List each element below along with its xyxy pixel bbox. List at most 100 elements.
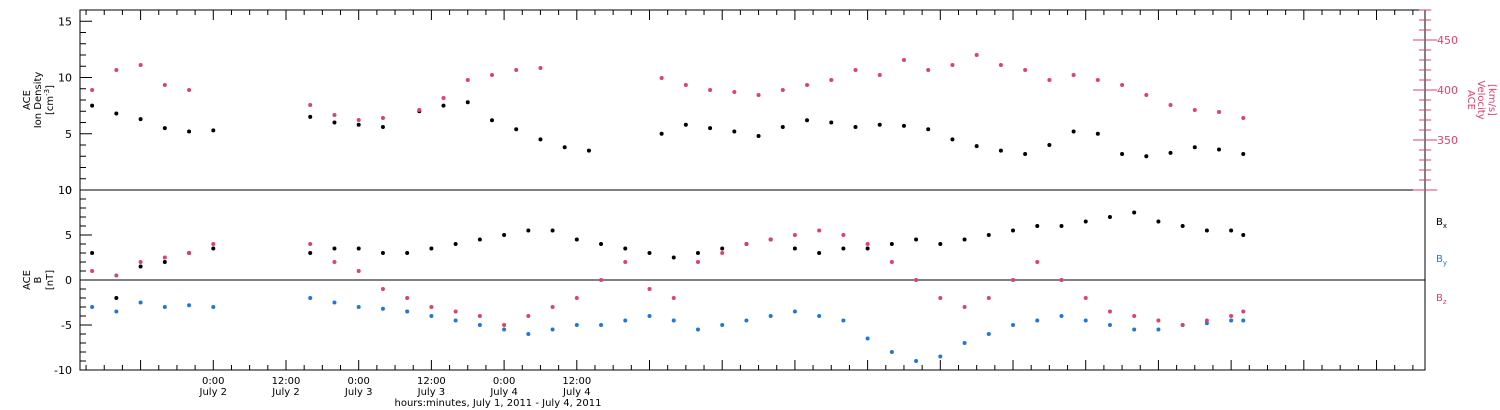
by-point [380, 306, 385, 311]
by-point [1229, 318, 1234, 323]
by-point [308, 296, 313, 300]
by-point [744, 318, 749, 323]
by-point [841, 318, 846, 323]
velocity-point [901, 58, 906, 62]
by-point [550, 327, 555, 332]
velocity-point [1120, 83, 1125, 87]
bz-point [986, 296, 991, 300]
field-ylabel-ace: ACE [22, 270, 33, 290]
velocity-point [732, 90, 737, 94]
density-point [356, 122, 361, 127]
density-tick-label: 0 [65, 184, 72, 197]
by-point [1083, 318, 1088, 323]
density-point [162, 126, 167, 131]
bz-point [720, 251, 725, 255]
density-point [805, 118, 810, 123]
bz-point [865, 242, 870, 246]
density-point [1023, 152, 1028, 156]
by-point [429, 314, 434, 318]
velocity-tick-label: 450 [1437, 34, 1458, 47]
density-point [465, 100, 470, 105]
bz-point [744, 242, 749, 246]
velocity-point [308, 103, 313, 107]
bz-point [405, 296, 410, 300]
x-tick-time: 0:00 [202, 376, 224, 387]
velocity-point [356, 118, 361, 122]
bz-point [623, 260, 628, 264]
velocity-point [659, 76, 664, 80]
by-point [1011, 323, 1016, 327]
bz-point [211, 242, 216, 246]
bz-point [1241, 309, 1246, 314]
velocity-point [417, 108, 422, 112]
legend-bz: Bz [1436, 293, 1447, 306]
by-point [914, 359, 919, 363]
by-point [453, 318, 458, 323]
density-point [538, 137, 543, 142]
field-tick-label: 0 [65, 274, 72, 287]
density-point [90, 103, 95, 108]
by-point [623, 318, 628, 323]
density-point [829, 120, 834, 125]
density-unit-exp: -3 [43, 89, 51, 96]
by-point [574, 323, 579, 327]
density-point [586, 148, 591, 153]
density-point [308, 114, 313, 119]
velocity-point [538, 66, 543, 70]
bz-point [647, 287, 652, 291]
bx-point [1011, 228, 1016, 233]
by-point [671, 318, 676, 323]
velocity-point [441, 96, 446, 100]
density-point [138, 117, 143, 122]
bx-point [114, 296, 119, 300]
velocity-point [187, 88, 192, 92]
legend-bx-sub: x [1443, 222, 1447, 230]
density-point [683, 122, 688, 127]
by-point [768, 314, 773, 318]
x-tick-time: 12:00 [272, 376, 301, 387]
bx-point [526, 228, 531, 233]
velocity-point [1168, 103, 1173, 107]
bz-point [1059, 278, 1064, 282]
by-point [356, 305, 361, 309]
bx-point [453, 242, 458, 246]
velocity-point [1071, 73, 1076, 77]
bx-point [841, 246, 846, 251]
by-point [187, 303, 192, 308]
bx-point [792, 246, 797, 251]
by-point [865, 336, 870, 341]
by-point [986, 332, 991, 336]
bz-point [817, 228, 822, 233]
bx-point [356, 246, 361, 251]
bz-point [599, 278, 604, 282]
bx-point [647, 251, 652, 255]
bx-point [1083, 219, 1088, 224]
field-tick-label: 5 [65, 229, 72, 242]
bz-point [1132, 314, 1137, 318]
velocity-point [829, 78, 834, 82]
bx-point [429, 246, 434, 251]
velocity-point [1144, 93, 1149, 97]
bx-point [162, 260, 167, 264]
density-point [441, 103, 446, 108]
by-point [1035, 318, 1040, 323]
density-point [489, 118, 494, 123]
bz-point [574, 296, 579, 300]
bz-point [308, 242, 313, 246]
bx-point [308, 251, 313, 255]
bx-point [405, 251, 410, 255]
density-point [1047, 143, 1052, 147]
bz-point [1156, 318, 1161, 323]
bx-point [914, 237, 919, 242]
density-point [974, 144, 979, 149]
velocity-point [1241, 116, 1246, 120]
density-point [950, 137, 955, 142]
by-point [599, 323, 604, 327]
bz-point [380, 287, 385, 291]
density-point [114, 111, 119, 116]
velocity-point [514, 68, 519, 72]
legend-bx-base: B [1436, 217, 1443, 228]
velocity-point [998, 63, 1003, 67]
